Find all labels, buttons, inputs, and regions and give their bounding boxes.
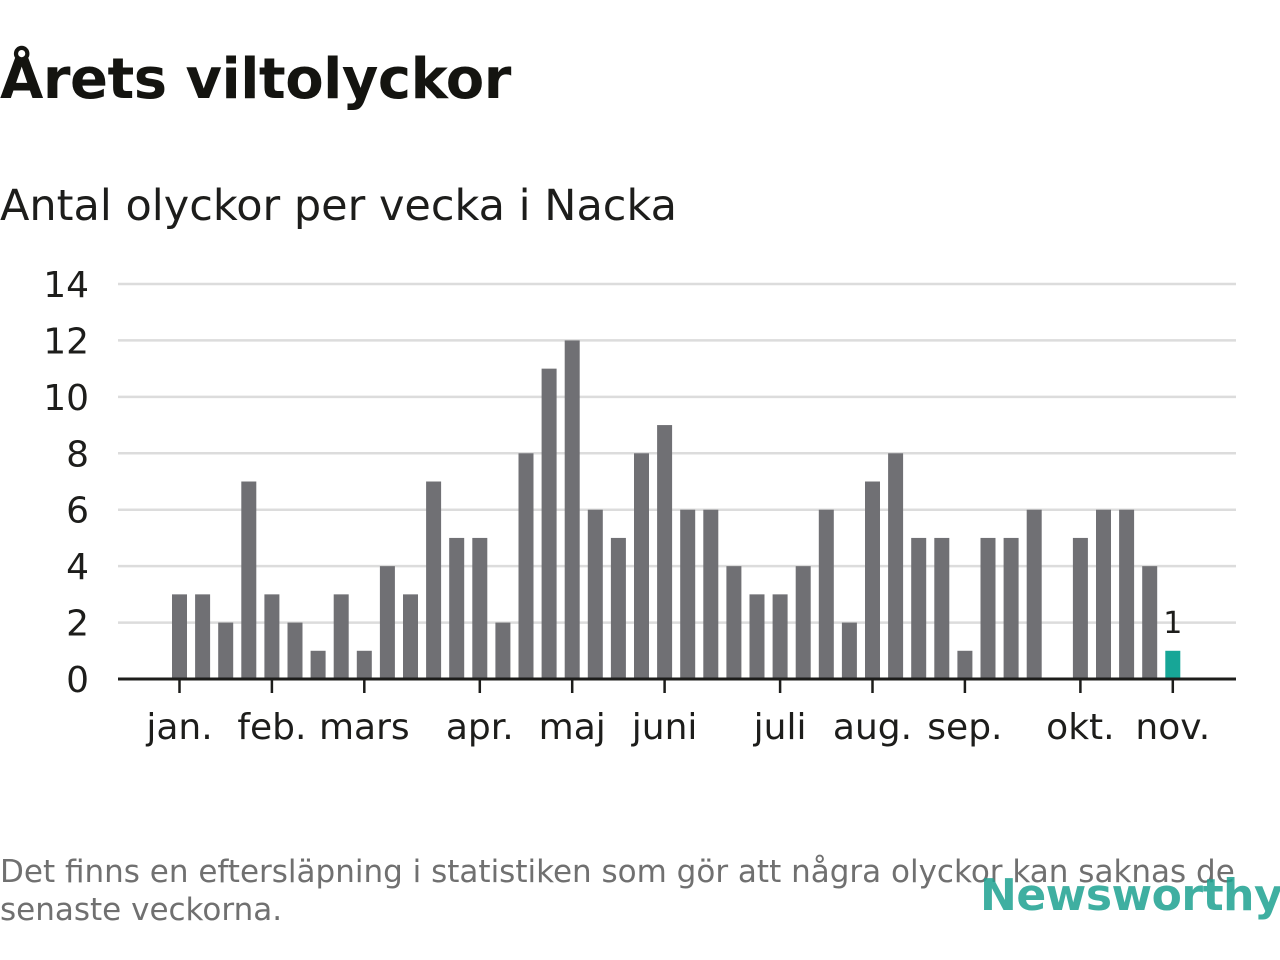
bar-week-4	[241, 481, 257, 679]
bar-week-15	[495, 622, 511, 679]
x-tick-label-maj: maj	[539, 707, 606, 748]
bar-week-43	[1142, 566, 1158, 679]
bar-week-20	[610, 537, 626, 679]
bar-week-33	[911, 537, 927, 679]
bar-week-19	[587, 509, 603, 679]
bar-week-16	[518, 453, 534, 679]
x-tick-label-juli: juli	[753, 707, 807, 748]
y-tick-label-10: 10	[43, 378, 89, 419]
bar-week-3	[218, 622, 234, 679]
bar-week-5	[264, 594, 280, 679]
bar-week-44	[1165, 650, 1181, 679]
bar-week-2	[195, 594, 211, 679]
bar-week-17	[541, 368, 557, 679]
bar-week-28	[795, 566, 811, 679]
bar-week-6	[287, 622, 303, 679]
x-axis-ticks: jan. feb. mars apr. maj juni juli aug. sep. okt. n…	[145, 679, 1210, 748]
y-axis-ticks: 0 2 4 6 8 10 12 14	[43, 265, 89, 701]
footnote: Det finns en eftersläpning i statistiken…	[0, 854, 1235, 928]
bar-week-24	[703, 509, 719, 679]
data-labels: 1	[1163, 606, 1182, 641]
bar-week-41	[1096, 509, 1111, 679]
chart-title: Årets viltolyckor	[0, 47, 511, 112]
y-tick-label-4: 4	[66, 547, 89, 588]
bar-week-37	[1003, 537, 1019, 679]
bar-week-32	[888, 453, 904, 679]
x-tick-label-juni: juni	[631, 707, 698, 748]
bar-week-23	[680, 509, 696, 679]
bar-week-30	[841, 622, 857, 679]
grid-lines	[118, 282, 1236, 624]
y-tick-label-6: 6	[66, 491, 89, 532]
bar-week-13	[449, 537, 465, 679]
bar-week-21	[634, 453, 649, 679]
y-tick-label-14: 14	[43, 265, 89, 306]
bar-week-8	[333, 594, 349, 679]
data-label-last-week: 1	[1163, 606, 1182, 641]
bar-week-7	[310, 650, 326, 679]
bar-week-40	[1072, 537, 1088, 679]
bar-week-1	[172, 594, 187, 679]
x-tick-label-sep.: sep.	[927, 707, 1002, 748]
y-tick-label-0: 0	[66, 660, 89, 701]
x-tick-label-mars: mars	[319, 707, 410, 748]
bar-week-10	[379, 566, 395, 679]
bar-week-31	[865, 481, 880, 679]
bar-week-18	[564, 340, 580, 679]
x-tick-label-aug.: aug.	[833, 707, 912, 748]
bar-week-34	[934, 537, 950, 679]
chart-subtitle: Antal olyckor per vecka i Nacka	[0, 181, 677, 231]
y-tick-label-8: 8	[66, 434, 89, 475]
y-tick-label-2: 2	[66, 604, 89, 645]
bar-week-9	[356, 650, 372, 679]
x-tick-label-okt.: okt.	[1046, 707, 1114, 748]
bar-week-12	[426, 481, 442, 679]
bar-week-36	[980, 537, 996, 679]
bar-week-42	[1119, 509, 1135, 679]
bar-week-29	[818, 509, 834, 679]
bar-week-14	[472, 537, 488, 679]
bar-week-35	[957, 650, 973, 679]
y-tick-label-12: 12	[43, 321, 89, 362]
newsworthy-logo: Newsworthy	[964, 860, 1280, 930]
bars	[172, 340, 1181, 679]
bar-week-26	[749, 594, 765, 679]
bar-week-22	[657, 425, 673, 679]
bar-week-27	[772, 594, 788, 679]
x-tick-label-nov.: nov.	[1135, 707, 1210, 748]
x-tick-label-apr.: apr.	[446, 707, 514, 748]
x-tick-label-feb.: feb.	[237, 707, 306, 748]
bar-week-38	[1026, 509, 1042, 679]
bar-week-25	[726, 566, 742, 679]
x-tick-label-jan.: jan.	[145, 707, 212, 748]
bar-week-11	[403, 594, 418, 679]
brand-name: Newsworthy	[980, 869, 1280, 921]
